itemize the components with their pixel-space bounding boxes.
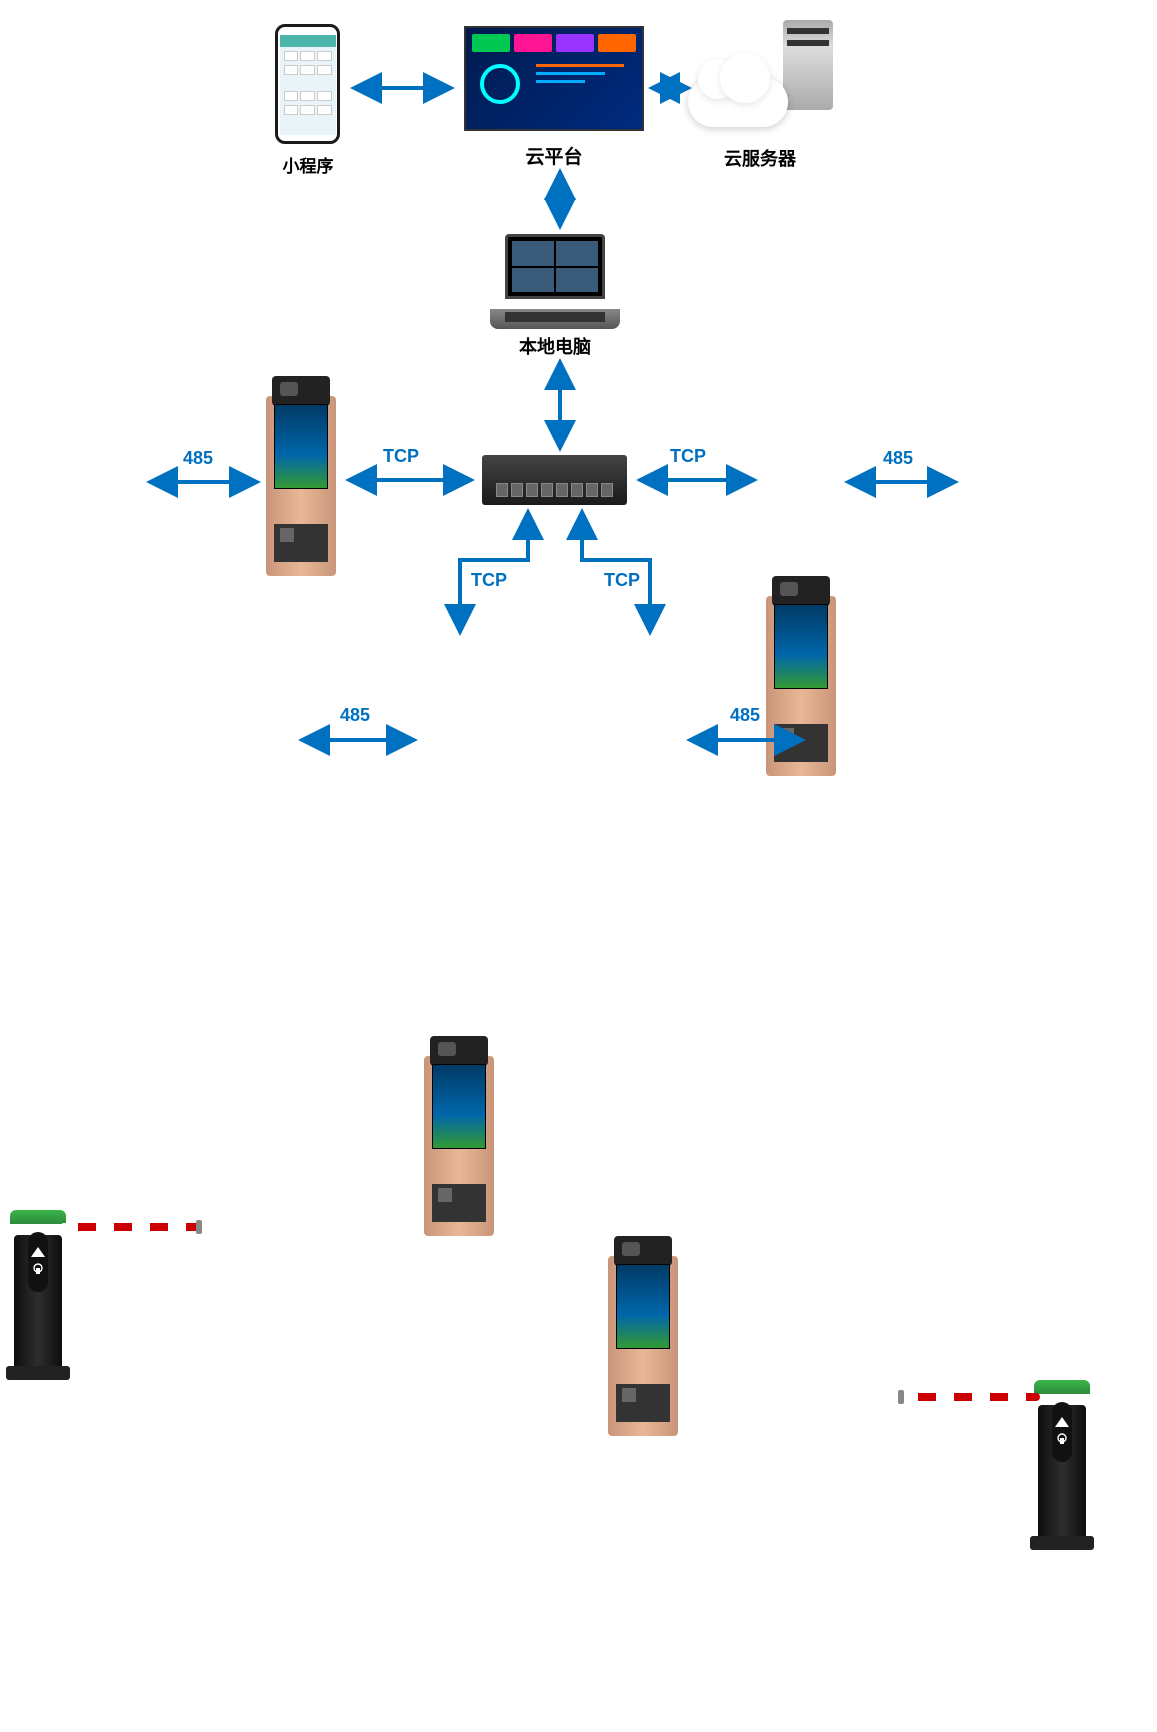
- cloud-server-device: [688, 20, 833, 135]
- label-485-bl: 485: [340, 705, 370, 726]
- barrier-top-right: [886, 1380, 1086, 1550]
- kiosk-bottom-right: [608, 1236, 678, 1436]
- label-tcp-right: TCP: [670, 446, 706, 467]
- label-tcp-br: TCP: [604, 570, 640, 591]
- label-485-br: 485: [730, 705, 760, 726]
- label-tcp-bl: TCP: [471, 570, 507, 591]
- edge-platform-server: [650, 78, 690, 98]
- label-tcp-left: TCP: [383, 446, 419, 467]
- edge-phone-platform: [350, 78, 455, 98]
- laptop-label: 本地电脑: [510, 333, 600, 359]
- label-485-tr: 485: [883, 448, 913, 469]
- cloud-platform-label: 云平台: [509, 142, 599, 169]
- edge-laptop-switch: [550, 360, 570, 450]
- phone-label: 小程序: [258, 152, 358, 177]
- edge-kiosk-barrier-tl: [146, 472, 261, 492]
- cloud-server-label: 云服务器: [700, 145, 820, 171]
- edge-platform-laptop: [550, 170, 570, 228]
- kiosk-top-left: [266, 376, 336, 576]
- edge-switch-kiosk-tl: [345, 470, 475, 490]
- cloud-platform-device: [464, 26, 644, 131]
- barrier-top-left: [14, 1210, 214, 1380]
- laptop-device: [490, 234, 620, 329]
- kiosk-bottom-left: [424, 1036, 494, 1236]
- phone-device: [275, 24, 340, 144]
- network-switch-device: [482, 455, 627, 505]
- label-485-tl: 485: [183, 448, 213, 469]
- edge-switch-kiosk-tr: [636, 470, 758, 490]
- edge-kiosk-barrier-bl: [298, 730, 418, 750]
- edge-kiosk-barrier-tr: [844, 472, 959, 492]
- edge-kiosk-barrier-br: [686, 730, 806, 750]
